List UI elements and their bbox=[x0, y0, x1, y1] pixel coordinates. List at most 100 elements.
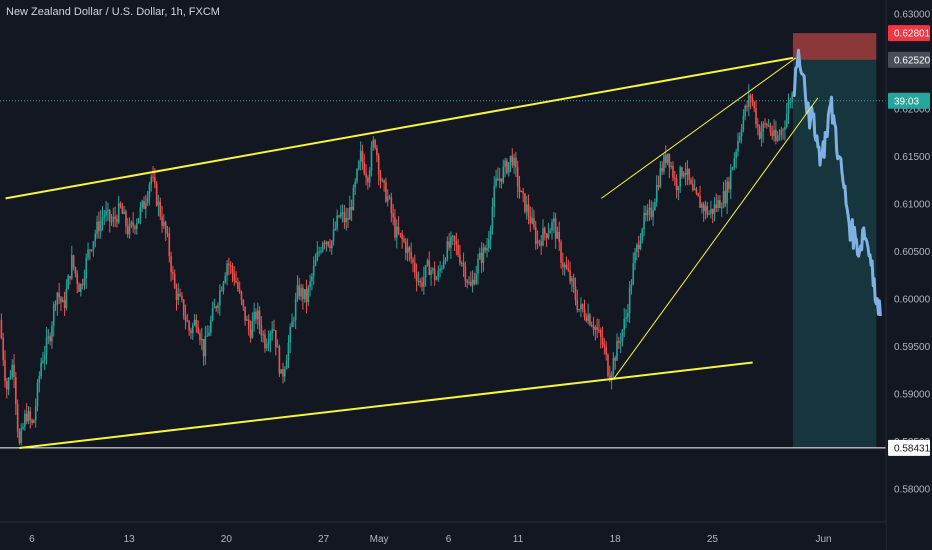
candle-up bbox=[531, 218, 533, 224]
candle-down bbox=[215, 306, 218, 309]
candle-up bbox=[312, 265, 315, 277]
candle-up bbox=[536, 240, 539, 244]
candle-up bbox=[437, 271, 440, 280]
candle-up bbox=[406, 247, 409, 253]
candle-up bbox=[547, 233, 550, 238]
candle-down bbox=[365, 173, 367, 178]
price-axis[interactable]: 0.630000.625000.620000.615000.610000.605… bbox=[885, 0, 932, 550]
candle-up bbox=[368, 170, 371, 183]
candle-up bbox=[103, 215, 106, 218]
candle-up bbox=[101, 217, 104, 221]
candle-down bbox=[298, 285, 301, 297]
candle-down bbox=[562, 262, 564, 267]
candle-up bbox=[70, 255, 73, 279]
candle-down bbox=[543, 228, 546, 234]
candle-up bbox=[713, 204, 716, 214]
candle-down bbox=[278, 346, 281, 374]
candle-down bbox=[16, 404, 19, 432]
candle-up bbox=[94, 233, 97, 242]
candle-down bbox=[166, 232, 169, 234]
candle-down bbox=[49, 336, 51, 342]
candle-up bbox=[141, 200, 144, 208]
candle-up bbox=[291, 321, 293, 327]
price-tick-label: 0.61500 bbox=[894, 152, 931, 163]
time-axis[interactable]: 6 13 20 27 May 6 11 18 25 Jun bbox=[0, 521, 886, 550]
candle-up bbox=[137, 218, 140, 224]
candle-down bbox=[650, 207, 653, 217]
candle-up bbox=[704, 205, 707, 212]
time-tick-label: 27 bbox=[318, 534, 330, 545]
candle-down bbox=[538, 240, 541, 242]
candle-up bbox=[334, 228, 337, 230]
candle-down bbox=[175, 287, 178, 301]
candle-down bbox=[2, 338, 4, 361]
candle-up bbox=[219, 290, 221, 306]
candle-up bbox=[430, 270, 432, 275]
candle-down bbox=[527, 204, 530, 216]
candle-down bbox=[184, 315, 187, 321]
candle-up bbox=[683, 173, 685, 177]
candle-up bbox=[226, 263, 228, 276]
candle-down bbox=[399, 233, 402, 235]
candle-up bbox=[224, 275, 227, 283]
candle-down bbox=[240, 291, 243, 301]
price-label: 39:03 bbox=[888, 92, 930, 109]
candle-down bbox=[338, 215, 340, 217]
candle-up bbox=[22, 426, 24, 429]
candle-down bbox=[697, 193, 700, 197]
candle-up bbox=[139, 207, 142, 219]
candle-up bbox=[206, 335, 208, 337]
channel-top-trendline bbox=[5, 56, 794, 200]
candle-down bbox=[464, 265, 467, 281]
candle-down bbox=[168, 233, 171, 257]
candle-down bbox=[379, 174, 382, 181]
candle-down bbox=[681, 167, 683, 177]
candle-up bbox=[693, 188, 696, 191]
candle-up bbox=[507, 162, 510, 173]
candle-up bbox=[11, 364, 14, 378]
candle-down bbox=[274, 330, 277, 347]
candle-down bbox=[237, 282, 239, 290]
candle-up bbox=[177, 293, 180, 301]
candle-down bbox=[233, 273, 236, 281]
price-tick-label: 0.63000 bbox=[894, 10, 931, 21]
candle-up bbox=[386, 196, 389, 202]
candle-down bbox=[675, 178, 678, 191]
candle-down bbox=[220, 290, 223, 292]
candle-down bbox=[350, 206, 353, 211]
time-tick-label: Jun bbox=[815, 534, 831, 545]
candle-up bbox=[307, 287, 310, 303]
candle-down bbox=[637, 244, 640, 250]
candle-up bbox=[251, 321, 254, 338]
candle-down bbox=[515, 157, 517, 168]
price-label-bg bbox=[888, 51, 930, 68]
candle-down bbox=[249, 329, 252, 338]
candle-down bbox=[63, 299, 66, 309]
candle-down bbox=[500, 178, 503, 182]
candle-down bbox=[235, 280, 237, 283]
candle-down bbox=[457, 244, 459, 255]
candle-down bbox=[668, 153, 671, 167]
candle-up bbox=[117, 203, 120, 223]
candle-down bbox=[190, 330, 192, 334]
candle-down bbox=[260, 325, 263, 336]
candle-up bbox=[632, 262, 635, 285]
candle-down bbox=[565, 264, 568, 269]
candle-up bbox=[717, 200, 719, 208]
candle-down bbox=[329, 245, 331, 249]
candle-up bbox=[163, 222, 165, 226]
candle-up bbox=[311, 276, 313, 282]
candle-up bbox=[157, 201, 160, 206]
candle-up bbox=[280, 369, 283, 374]
candle-up bbox=[51, 325, 53, 342]
candle-up bbox=[289, 326, 292, 343]
candle-down bbox=[771, 132, 774, 136]
candle-down bbox=[758, 126, 761, 139]
candle-down bbox=[690, 179, 692, 184]
candle-down bbox=[576, 299, 579, 310]
channel-bottom-trendline bbox=[19, 361, 753, 449]
candle-down bbox=[76, 273, 79, 285]
candle-up bbox=[778, 135, 781, 137]
candle-up bbox=[641, 229, 644, 241]
